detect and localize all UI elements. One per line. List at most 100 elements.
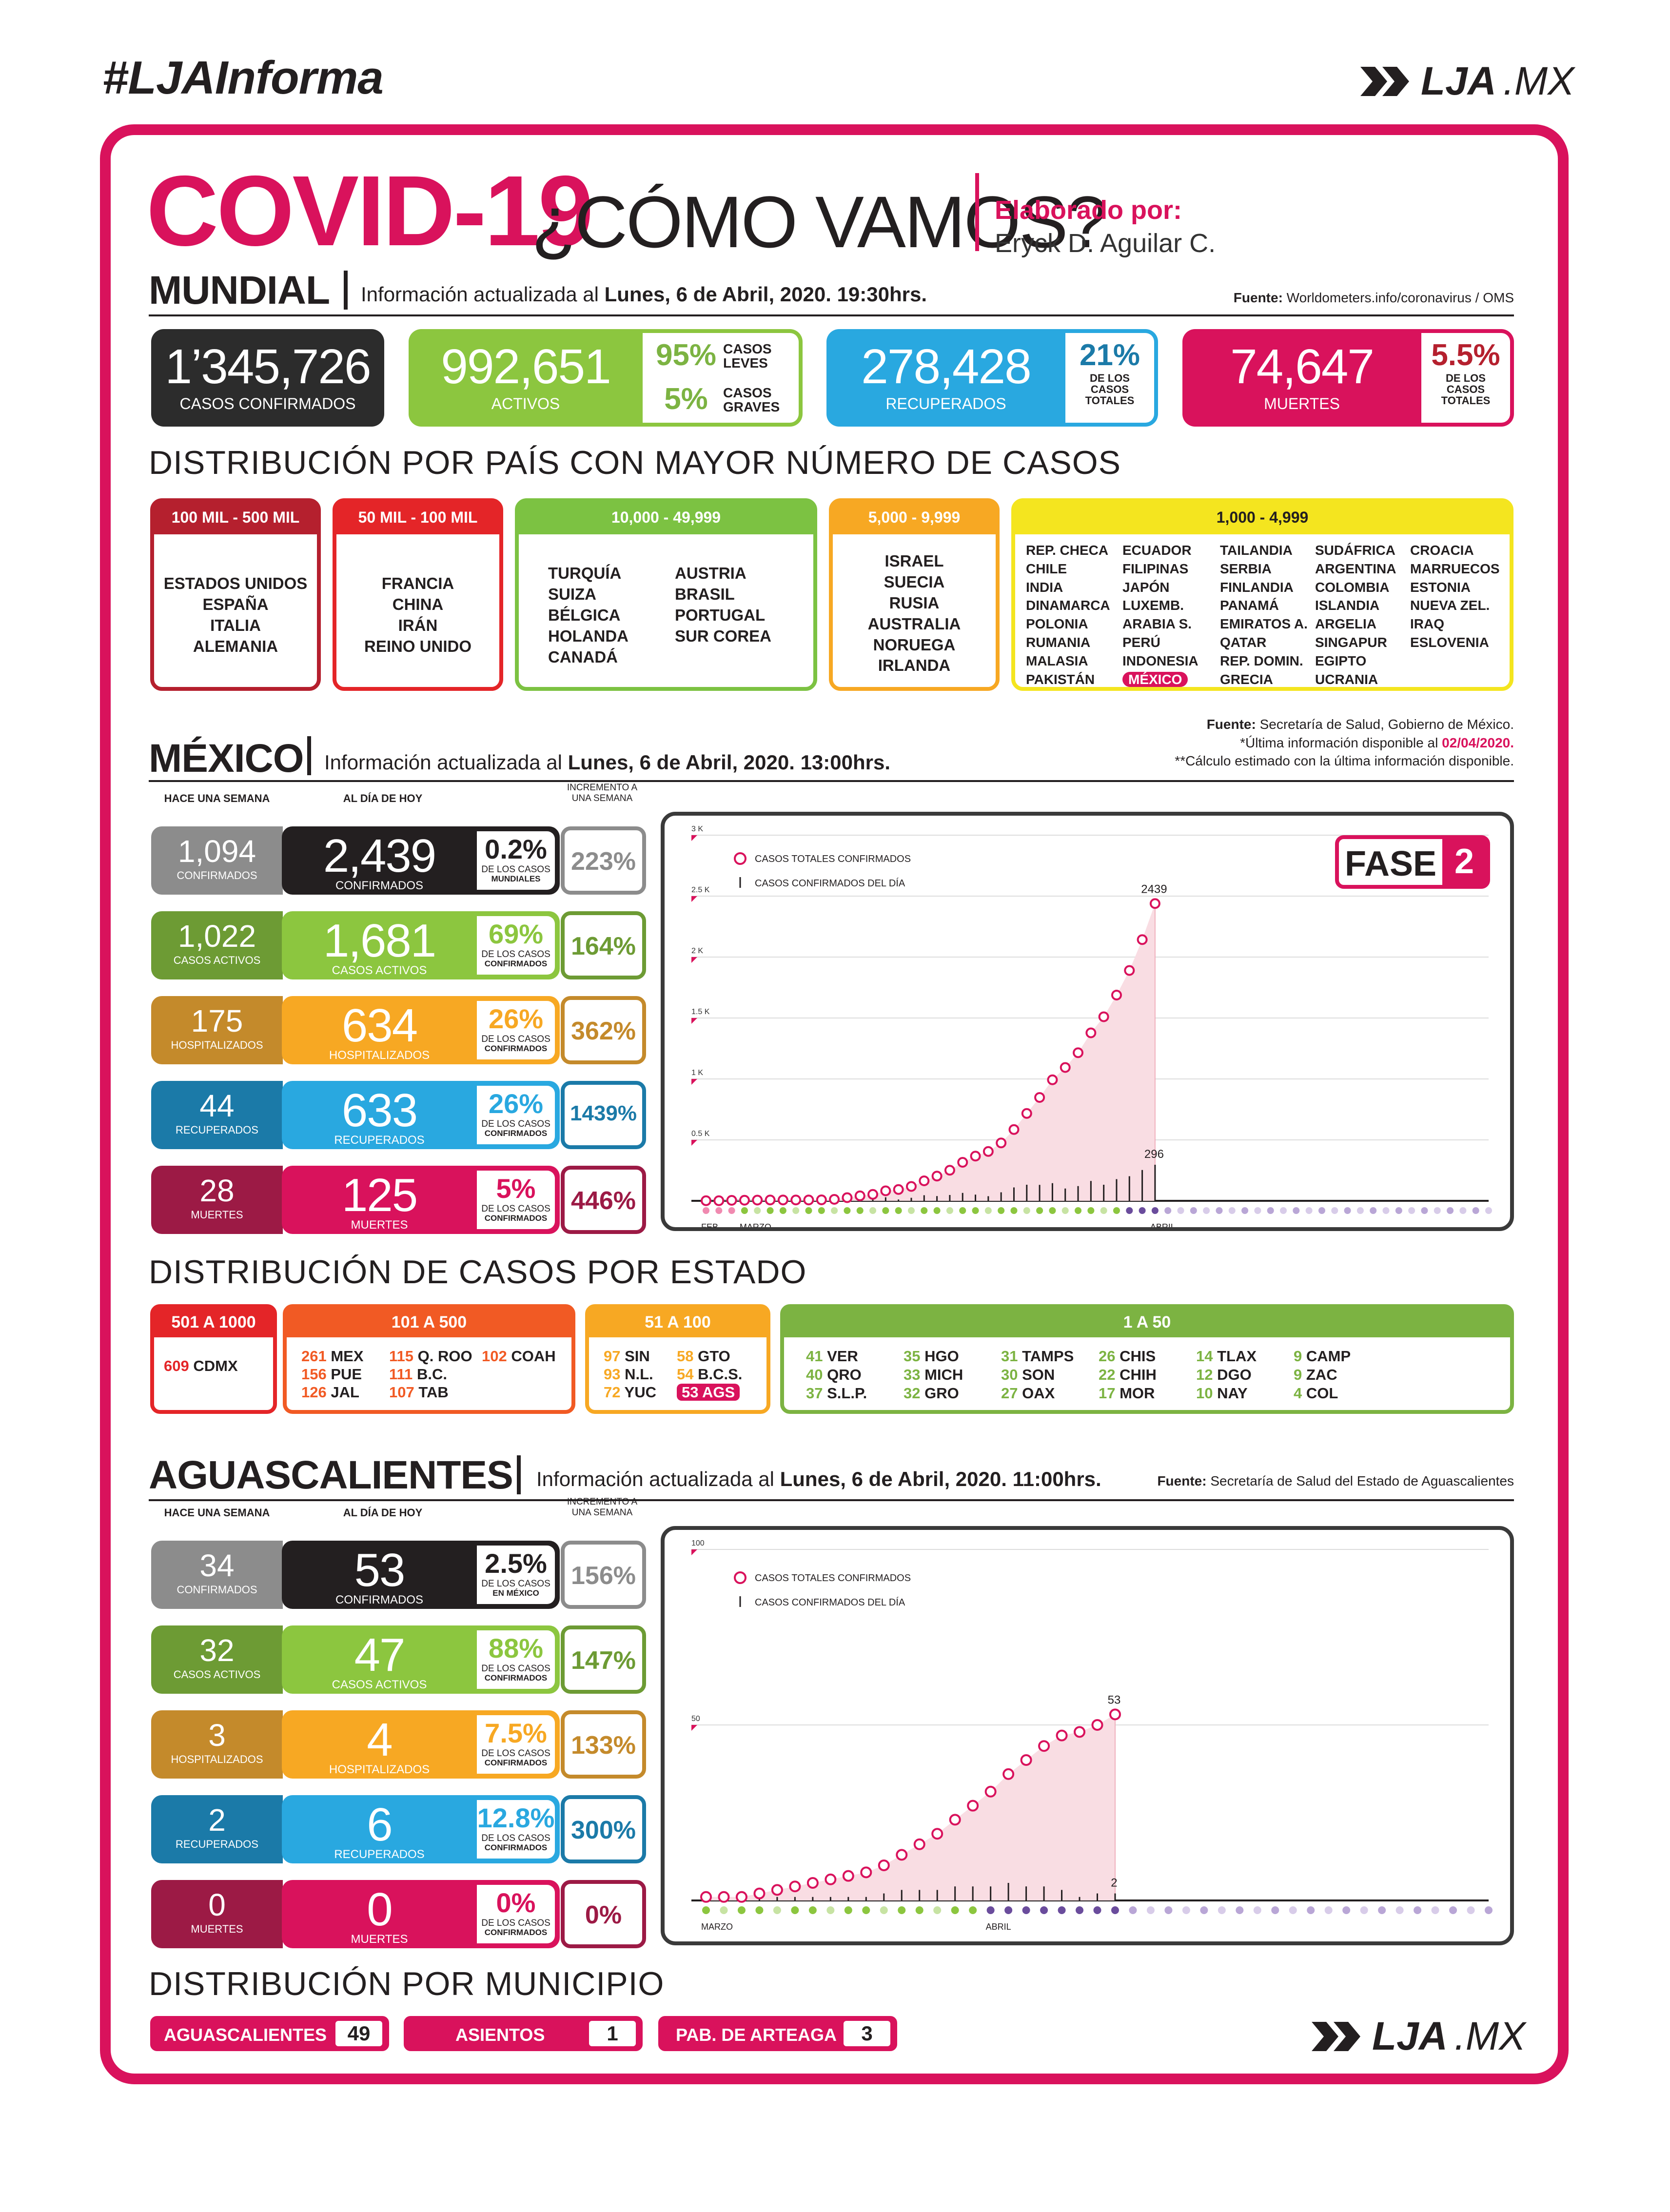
timeline-dot — [915, 1906, 923, 1914]
chevron-logo-icon — [1312, 2022, 1360, 2051]
total-point — [1020, 1754, 1032, 1766]
row-inc-1: 164% — [561, 911, 646, 979]
total-point — [967, 1800, 979, 1812]
elaborado-label: Elaborado por: — [995, 196, 1182, 225]
total-point — [931, 1828, 943, 1840]
total-point — [949, 1814, 961, 1826]
total-point — [701, 1195, 711, 1206]
ags-highlight: 53 AGS — [677, 1384, 740, 1401]
state-item: 32 GRO — [904, 1385, 959, 1402]
timeline-dot — [1151, 1207, 1159, 1214]
total-point — [1111, 990, 1122, 1000]
mun-asientos: ASIENTOS 1 — [404, 2016, 643, 2051]
tick-marker — [691, 1079, 697, 1085]
timeline-dot — [1164, 1906, 1173, 1914]
row-week-0: 34 CONFIRMADOS — [151, 1541, 283, 1609]
mundial-source: Fuente: Worldometers.info/coronavirus / … — [1233, 290, 1514, 305]
timeline-dot — [1061, 1207, 1069, 1214]
total-point — [913, 1838, 925, 1850]
total-point — [816, 1194, 827, 1205]
ags-info: Información actualizada al Lunes, 6 de A… — [536, 1468, 1101, 1490]
total-point — [919, 1175, 930, 1186]
timeline-dot — [1010, 1207, 1018, 1214]
timeline-dot — [808, 1906, 817, 1914]
timeline-dot — [1182, 1906, 1190, 1914]
state-item: 33 MICH — [904, 1366, 963, 1383]
states-title: DISTRIBUCIÓN DE CASOS POR ESTADO — [149, 1253, 807, 1291]
total-point — [1008, 1124, 1020, 1135]
row-inc-3: 1439% — [561, 1081, 646, 1149]
timeline-dot — [1289, 1906, 1297, 1914]
timeline-dot — [933, 1207, 941, 1214]
section-divider — [307, 736, 311, 775]
total-point — [860, 1866, 872, 1879]
total-point — [1091, 1719, 1103, 1731]
timeline-dot — [921, 1207, 928, 1214]
total-point — [1109, 1708, 1121, 1721]
row-week-3: 44 RECUPERADOS — [151, 1081, 283, 1149]
logo-ext: .MX — [1454, 2014, 1526, 2058]
timeline-dot — [831, 1207, 838, 1214]
total-point — [1098, 1011, 1109, 1022]
timeline-dot — [1267, 1207, 1274, 1214]
x-label: ABRIL — [986, 1922, 1011, 1932]
logo-text: LJA — [1421, 59, 1496, 103]
lja-logo-bottom[interactable]: LJA .MX — [1312, 2014, 1526, 2059]
last-total-label: 53 — [1108, 1693, 1121, 1706]
state-item: 37 S.L.P. — [806, 1385, 867, 1402]
total-point — [1124, 965, 1135, 976]
lja-logo-top[interactable]: LJA .MX — [1360, 59, 1574, 104]
timeline-dot — [1058, 1906, 1066, 1914]
y-tick-label: 50 — [691, 1715, 700, 1723]
group-50-100: 50 MIL - 100 MIL FRANCIA CHINA IRÁN REINO U… — [333, 498, 503, 691]
section-aguascalientes: AGUASCALIENTES — [149, 1453, 513, 1497]
total-point — [1074, 1726, 1086, 1738]
ags-chart-svg: 100 50 53 2 MARZO ABRIL CASOS TOTALES CONFIRMA… — [691, 1539, 1493, 1932]
total-point — [1056, 1729, 1068, 1742]
timeline-dot — [1241, 1207, 1249, 1214]
state-item: 17 MOR — [1099, 1385, 1155, 1402]
tick-marker — [691, 1549, 697, 1555]
total-point — [735, 1891, 747, 1903]
timeline-dot — [1378, 1906, 1386, 1914]
total-point — [713, 1195, 725, 1206]
ags-chart: 100 50 53 2 MARZO ABRIL CASOS TOTALES CONFIRMA… — [661, 1526, 1514, 1945]
legend-daily-label: CASOS CONFIRMADOS DEL DÍA — [755, 1597, 905, 1608]
col-week-header: HACE UNA SEMANA — [164, 792, 270, 804]
timeline-dot — [1342, 1906, 1351, 1914]
phase-badge: FASE 2 — [1335, 835, 1490, 889]
state-item: 4 COL — [1294, 1385, 1338, 1402]
timeline-dot — [1146, 1906, 1155, 1914]
total-point — [880, 1185, 891, 1196]
timeline-dot — [946, 1207, 953, 1214]
total-point — [854, 1190, 865, 1201]
divider — [149, 1499, 1514, 1501]
timeline-dot — [1395, 1906, 1404, 1914]
col-today-header: AL DÍA DE HOY — [343, 1507, 423, 1519]
timeline-dot — [1190, 1207, 1197, 1214]
timeline-dot — [1414, 1906, 1422, 1914]
row-today-1: 47 CASOS ACTIVOS 88% DE LOS CASOS CONFIR… — [282, 1625, 560, 1694]
total-point — [700, 1891, 712, 1903]
last-daily-label: 296 — [1144, 1148, 1164, 1161]
tick-marker — [691, 957, 697, 963]
row-today-3: 6 RECUPERADOS 12.8% DE LOS CASOS CONFIRM… — [282, 1795, 560, 1863]
timeline-dot — [951, 1906, 959, 1914]
state-item: 31 TAMPS — [1001, 1348, 1074, 1365]
total-point — [739, 1194, 750, 1206]
y-tick-label: 2.5 K — [691, 886, 710, 894]
last-daily-label: 2 — [1111, 1877, 1117, 1890]
row-today-4: 0 MUERTES 0% DE LOS CASOS CONFIRMADOS — [282, 1880, 560, 1948]
total-point — [771, 1884, 783, 1896]
total-point — [1021, 1108, 1032, 1119]
total-point — [1038, 1740, 1050, 1752]
timeline-dot — [1113, 1207, 1120, 1214]
timeline-dot — [1370, 1207, 1377, 1214]
timeline-dot — [933, 1906, 942, 1914]
timeline-dot — [766, 1207, 774, 1214]
states-501-1000: 501 A 1000 609 CDMX — [150, 1304, 277, 1414]
author: Eryck D. Aguilar C. — [995, 229, 1216, 258]
stat-confirmados: 1’345,726 CASOS CONFIRMADOS — [151, 329, 384, 427]
col-inc-header: INCREMENTO A UNA SEMANA — [567, 783, 638, 803]
states-101-500: 101 A 500 261 MEX 156 PUE 126 JAL 115 Q.… — [283, 1304, 575, 1414]
